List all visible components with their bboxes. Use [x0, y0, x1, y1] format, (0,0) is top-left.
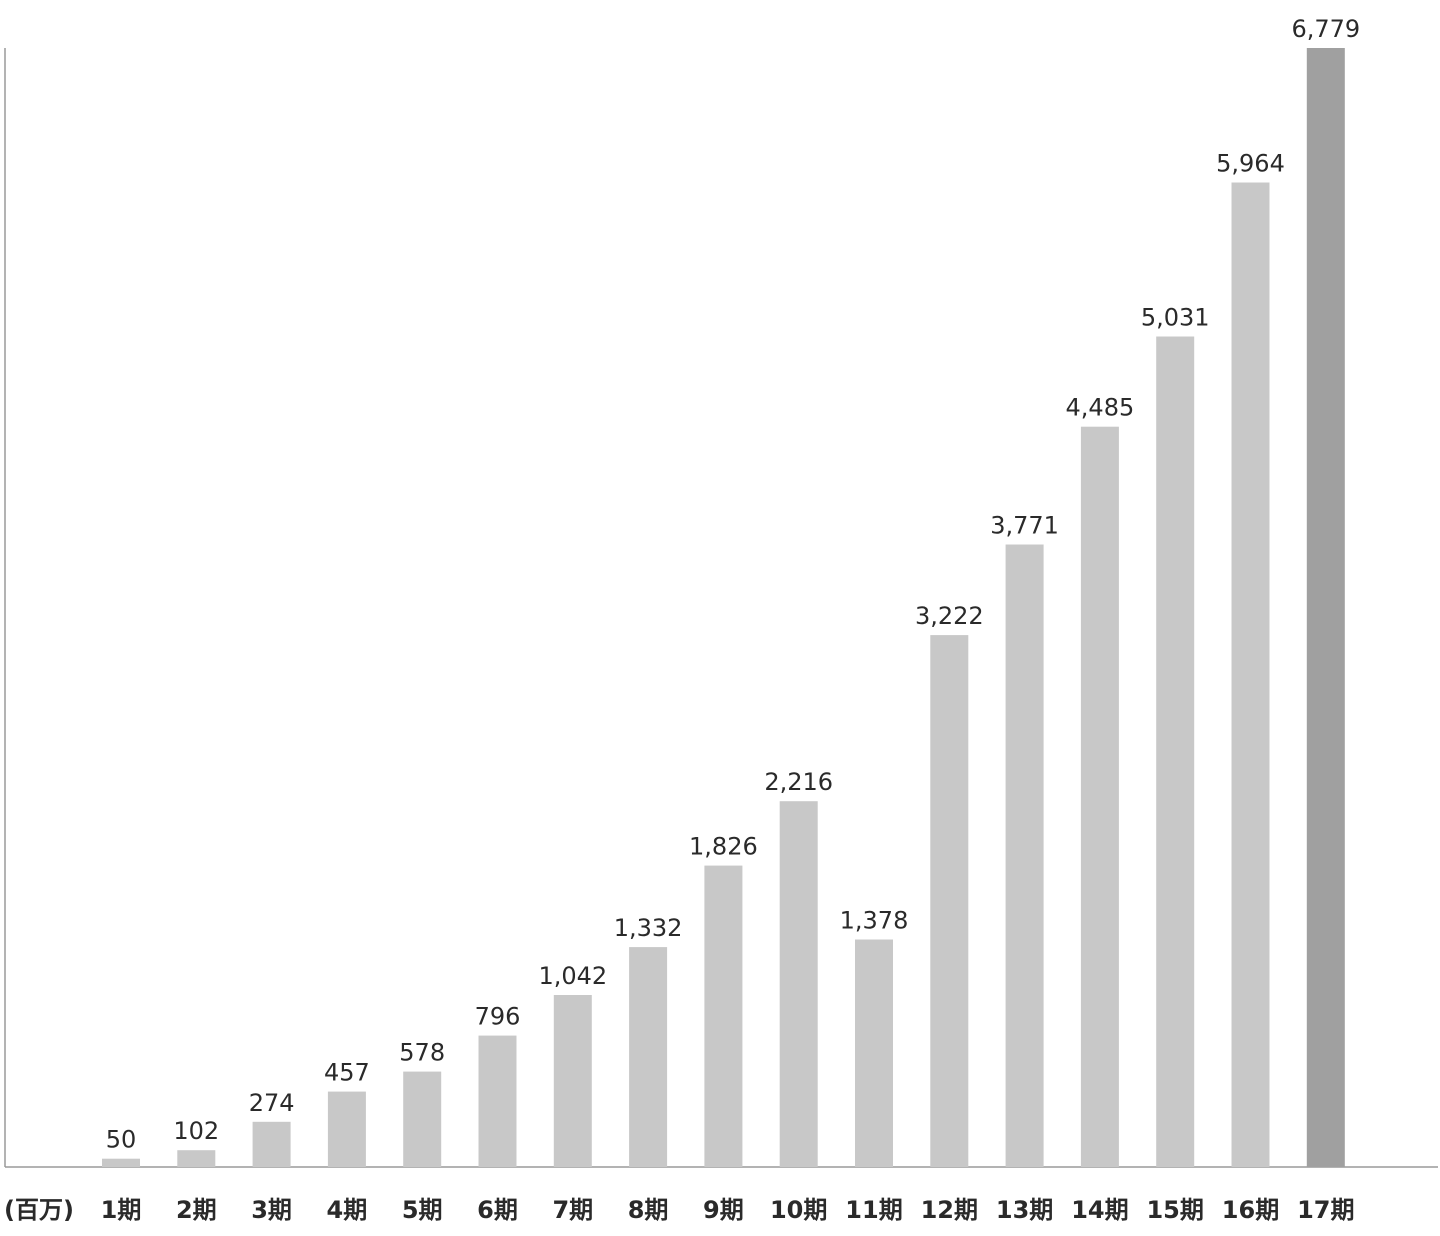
value-label: 5,964 — [1216, 150, 1285, 178]
x-tick-label: 4期 — [327, 1196, 368, 1224]
bar-10期 — [779, 801, 818, 1167]
bar-1期 — [102, 1158, 140, 1167]
value-label: 3,222 — [915, 602, 984, 630]
x-tick-label: 2期 — [176, 1196, 217, 1224]
bar-13期 — [1005, 544, 1044, 1167]
x-tick-label: 8期 — [628, 1196, 669, 1224]
value-label: 5,031 — [1141, 304, 1210, 332]
value-label: 274 — [249, 1089, 295, 1117]
bar-5期 — [403, 1071, 442, 1167]
value-label: 2,216 — [764, 768, 833, 796]
x-tick-label: 9期 — [703, 1196, 744, 1224]
x-tick-label: 12期 — [921, 1196, 978, 1224]
bar-9期 — [704, 865, 743, 1167]
bar-15期 — [1156, 336, 1195, 1167]
x-tick-label: 14期 — [1071, 1196, 1128, 1224]
value-label: 102 — [173, 1117, 219, 1145]
bar-4期 — [327, 1091, 366, 1167]
bar-11期 — [855, 939, 893, 1167]
value-label: 50 — [106, 1126, 137, 1154]
x-tick-label: 7期 — [552, 1196, 593, 1224]
unit-label: (百万) — [4, 1196, 74, 1224]
x-tick-label: 11期 — [845, 1196, 902, 1224]
value-label: 1,332 — [614, 914, 683, 942]
bar-8期 — [629, 947, 668, 1167]
bar-17期 — [1306, 48, 1345, 1167]
value-label: 457 — [324, 1059, 370, 1087]
x-tick-label: 10期 — [770, 1196, 827, 1224]
x-tick-label: 1期 — [101, 1196, 142, 1224]
x-tick-label: 15期 — [1146, 1196, 1203, 1224]
bar-12期 — [930, 635, 969, 1167]
x-tick-label: 16期 — [1222, 1196, 1279, 1224]
value-label: 578 — [399, 1039, 445, 1067]
bar-6期 — [478, 1035, 517, 1167]
value-label: 6,779 — [1291, 15, 1360, 43]
bar-2期 — [177, 1150, 216, 1167]
x-tick-label: 17期 — [1297, 1196, 1354, 1224]
bar-3期 — [252, 1121, 291, 1167]
value-label: 796 — [475, 1003, 521, 1031]
bar-16期 — [1231, 182, 1270, 1167]
bar-14期 — [1080, 426, 1119, 1167]
bar-7期 — [553, 995, 592, 1167]
bars-group — [102, 48, 1345, 1167]
x-tick-labels-group: 1期 2期 3期 4期 5期 6期 7期 8期 9期 10期 11期 12期 13期 14期 15期 16期 1… — [101, 1196, 1355, 1224]
x-tick-label: 5期 — [402, 1196, 443, 1224]
value-label: 1,042 — [538, 962, 607, 990]
value-label: 3,771 — [990, 512, 1059, 540]
value-label: 1,378 — [840, 907, 909, 935]
value-label: 1,826 — [689, 833, 758, 861]
x-tick-label: 6期 — [477, 1196, 518, 1224]
value-label: 4,485 — [1066, 394, 1135, 422]
x-tick-label: 13期 — [996, 1196, 1053, 1224]
x-tick-label: 3期 — [251, 1196, 292, 1224]
